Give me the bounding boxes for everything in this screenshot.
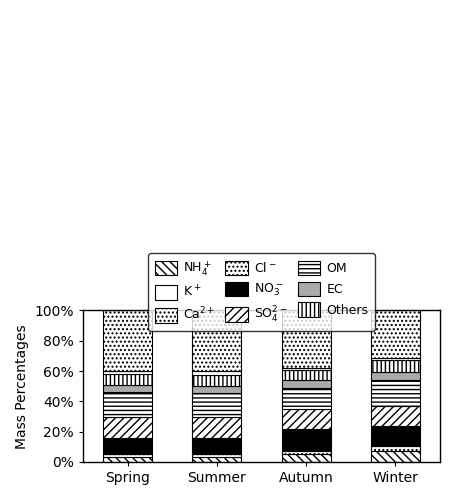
Bar (103, 374, 152, 386)
Bar (103, 371, 152, 374)
Bar (282, 450, 331, 454)
Bar (371, 452, 420, 462)
Bar (192, 375, 242, 386)
Bar (103, 310, 152, 371)
Bar (192, 371, 242, 375)
Bar (282, 409, 331, 430)
Bar (192, 456, 242, 462)
Bar (282, 370, 331, 380)
Bar (103, 386, 152, 392)
Bar (192, 386, 242, 393)
Bar (282, 388, 331, 409)
Bar (282, 380, 331, 388)
Bar (371, 380, 420, 406)
Bar (371, 372, 420, 380)
Bar (371, 426, 420, 446)
Bar (103, 418, 152, 438)
Bar (371, 446, 420, 452)
Bar (192, 454, 242, 456)
Bar (192, 310, 242, 371)
Bar (103, 392, 152, 417)
Y-axis label: Mass Percentages: Mass Percentages (15, 324, 29, 448)
Bar (371, 358, 420, 360)
Bar (192, 438, 242, 454)
Bar (103, 454, 152, 456)
Bar (282, 368, 331, 370)
Bar (282, 454, 331, 462)
Legend: NH$_4^+$, K$^+$, Ca$^{2+}$, Cl$^-$, NO$_3^-$, SO$_4^{2-}$, OM, EC, Others: NH$_4^+$, K$^+$, Ca$^{2+}$, Cl$^-$, NO$_… (148, 253, 375, 331)
Bar (103, 456, 152, 462)
Bar (371, 360, 420, 372)
Bar (192, 393, 242, 417)
Bar (192, 418, 242, 438)
Bar (371, 310, 420, 358)
Bar (371, 406, 420, 426)
Bar (282, 430, 331, 450)
Bar (103, 438, 152, 454)
Bar (282, 310, 331, 368)
